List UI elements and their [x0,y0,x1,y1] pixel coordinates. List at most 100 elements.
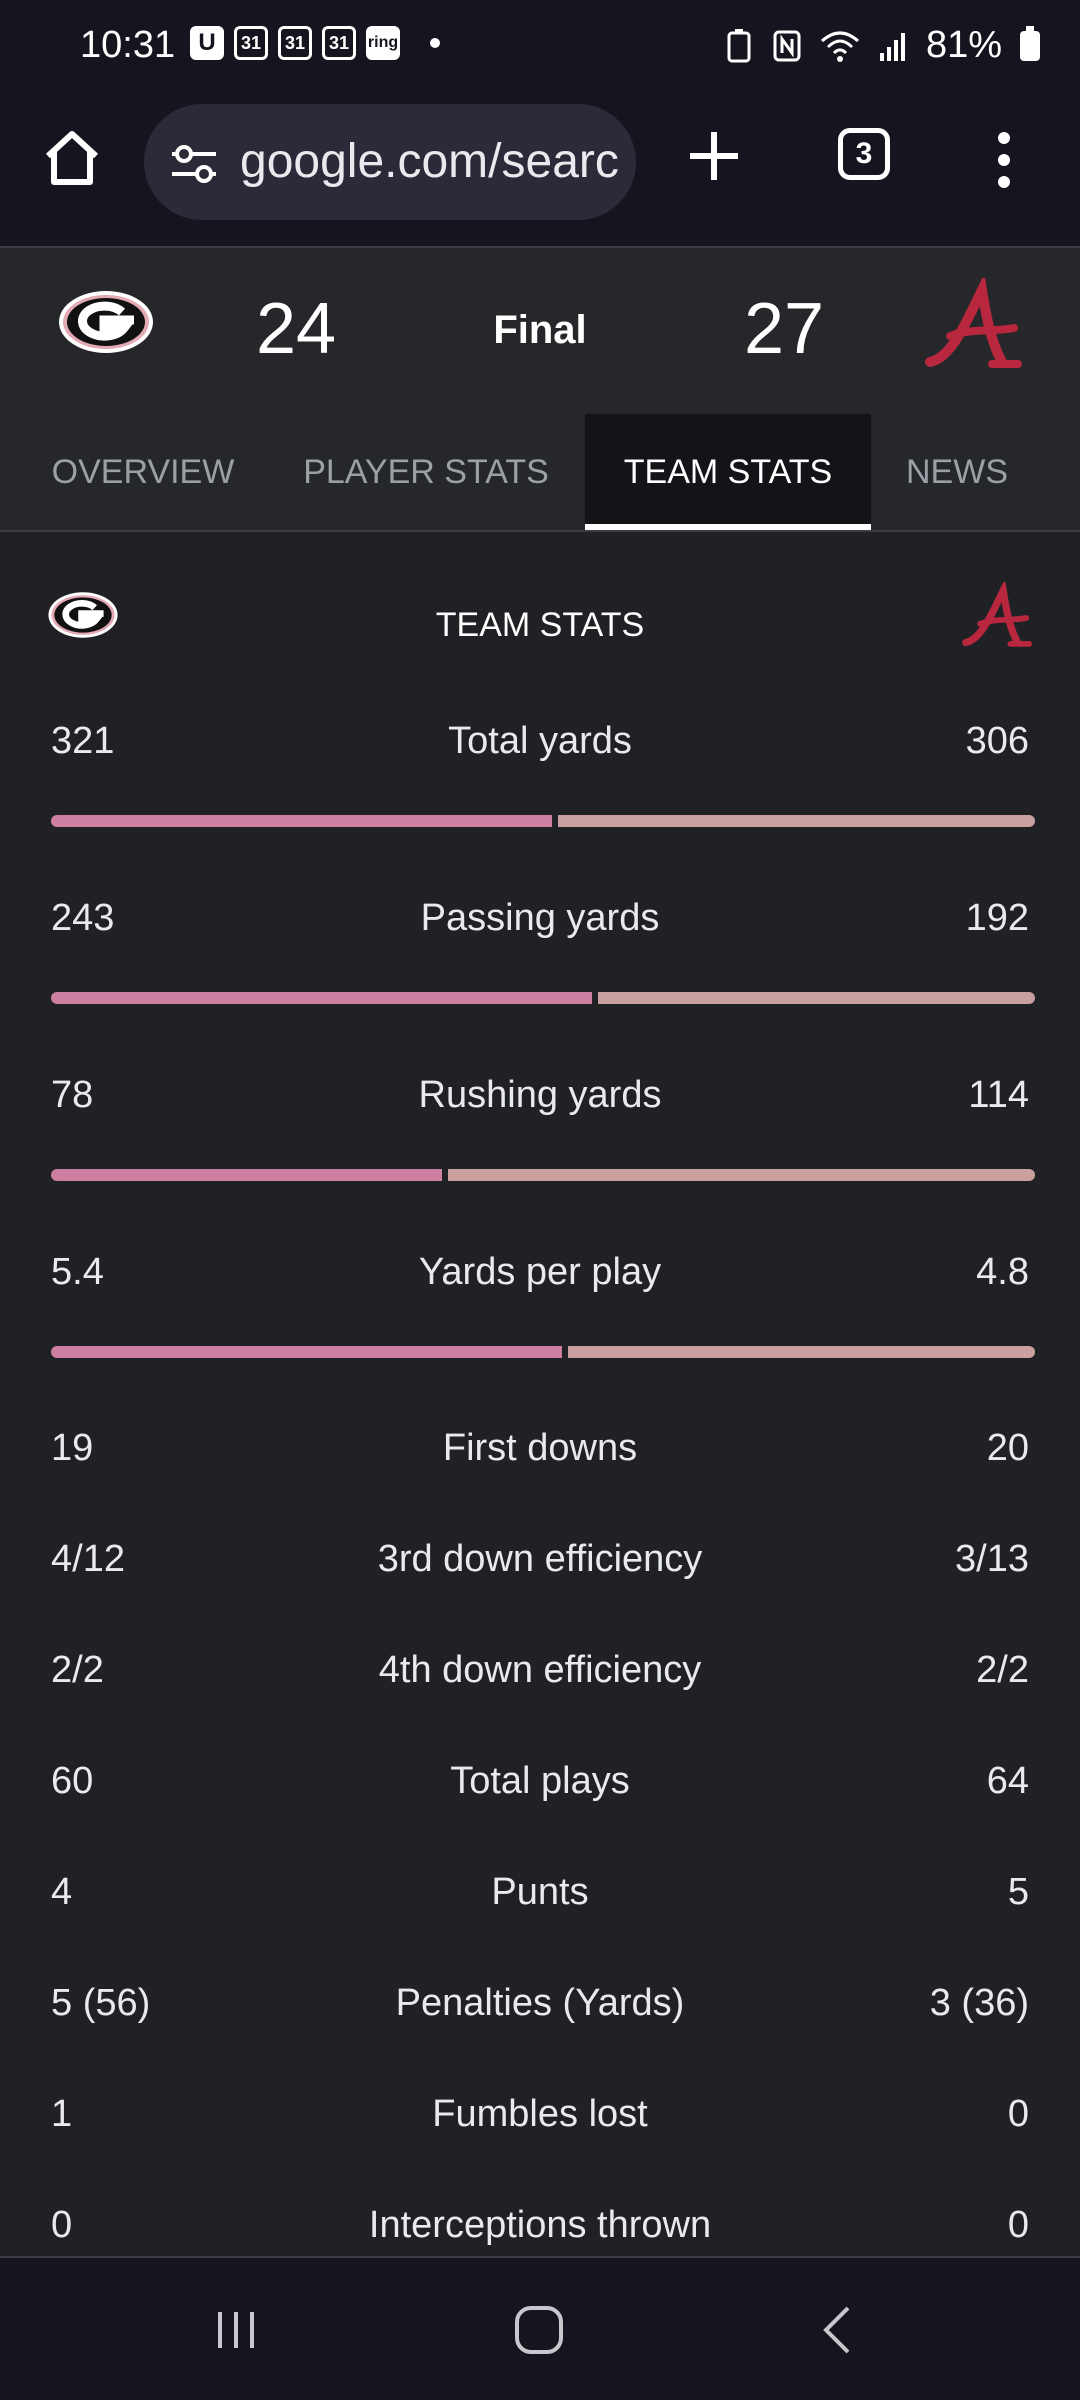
ring-icon: ring [366,26,400,60]
tab-switcher-button[interactable]: 3 [838,128,890,180]
signal-icon [879,32,905,61]
stat-comparison-bar [51,1169,1035,1181]
stat-label: Rushing yards [418,1074,662,1116]
stat-row: 60 Total plays 64 [0,1750,1080,1820]
back-icon[interactable] [822,2304,852,2356]
away-stat-value: 321 [51,720,115,762]
home-stat-value: 306 [965,720,1029,762]
url-text[interactable]: google.com/search [240,135,620,188]
stat-label: Fumbles lost [432,2093,648,2135]
alabama-logo-icon [962,582,1032,647]
home-stat-value: 192 [965,897,1029,939]
battery-saver-icon [727,28,751,62]
stat-row: 243 Passing yards 192 [0,887,1080,957]
notification-icons: U 31 31 31 ring [190,26,440,60]
home-stat-value: 3/13 [955,1538,1029,1580]
calendar-icon: 31 [278,26,312,60]
tab-bar: OVERVIEW PLAYER STATS TEAM STATS NEWS [0,414,1080,532]
stat-row: 0 Interceptions thrown 0 [0,2194,1080,2264]
away-stat-value: 5 (56) [51,1982,151,2024]
away-share-bar [51,1346,562,1358]
stat-label: Penalties (Yards) [395,1982,685,2024]
away-stat-value: 243 [51,897,115,939]
home-stat-value: 20 [986,1427,1029,1469]
stat-row: 4 Punts 5 [0,1861,1080,1931]
home-stat-value: 3 (36) [929,1982,1029,2024]
home-stat-value: 5 [1007,1871,1029,1913]
app-u-icon: U [190,26,224,60]
away-stat-value: 60 [51,1760,94,1802]
battery-percent: 81% [925,24,1002,66]
away-stat-value: 0 [51,2204,73,2246]
stat-label: Total yards [448,720,632,762]
new-tab-icon[interactable] [684,126,744,186]
status-bar: 10:31 U 31 31 31 ring 81% [0,0,1080,96]
stat-label: 3rd down efficiency [377,1538,703,1580]
stat-label: 4th down efficiency [378,1649,702,1691]
team-stats-header: TEAM STATS [0,560,1080,680]
home-nav-icon[interactable] [513,2304,565,2356]
site-settings-icon[interactable] [170,144,218,184]
tab-player-stats[interactable]: PLAYER STATS [303,453,549,491]
stat-row: 4/12 3rd down efficiency 3/13 [0,1528,1080,1598]
home-stat-value: 114 [968,1074,1029,1116]
stat-label: Passing yards [420,897,660,939]
georgia-logo-icon [48,592,118,638]
away-share-bar [51,815,552,827]
away-stat-value: 1 [51,2093,73,2135]
away-stat-value: 4 [51,1871,73,1913]
tab-overview[interactable]: OVERVIEW [51,453,235,491]
status-time: 10:31 [80,24,176,66]
home-icon[interactable] [40,126,104,190]
away-stat-value: 5.4 [51,1251,104,1293]
away-stat-value: 2/2 [51,1649,104,1691]
away-stat-value: 19 [51,1427,94,1469]
stat-label: Interceptions thrown [368,2204,712,2246]
home-stat-value: 0 [1007,2093,1029,2135]
home-share-bar [448,1169,1035,1181]
home-stat-value: 2/2 [976,1649,1029,1691]
nfc-icon [773,30,801,61]
stat-label: First downs [442,1427,638,1469]
more-menu-icon[interactable] [996,132,1012,188]
tab-team-stats[interactable]: TEAM STATS [585,414,871,530]
recent-apps-icon[interactable] [214,2308,258,2352]
wifi-icon [820,31,859,62]
stat-row: 1 Fumbles lost 0 [0,2083,1080,2153]
home-share-bar [558,815,1035,827]
system-icons: 81% [724,24,1040,67]
home-stat-value: 0 [1007,2204,1029,2246]
away-share-bar [51,1169,442,1181]
tab-news[interactable]: NEWS [906,453,1008,491]
away-share-bar [51,992,592,1004]
game-status: Final [493,308,587,352]
home-share-bar [598,992,1035,1004]
system-nav-bar [0,2258,1080,2400]
stat-comparison-bar [51,815,1035,827]
address-bar[interactable]: google.com/search [144,104,636,220]
away-stat-value: 4/12 [51,1538,125,1580]
alabama-logo-icon[interactable] [922,278,1022,378]
away-stat-value: 78 [51,1074,94,1116]
home-stat-value: 64 [986,1760,1029,1802]
stat-row: 5 (56) Penalties (Yards) 3 (36) [0,1972,1080,2042]
stat-label: Yards per play [418,1251,662,1293]
stat-row: 19 First downs 20 [0,1417,1080,1487]
stat-label: Total plays [450,1760,630,1802]
home-stat-value: 4.8 [976,1251,1029,1293]
more-notifications-dot-icon [430,38,440,48]
stat-row: 2/2 4th down efficiency 2/2 [0,1639,1080,1709]
team-stats-title: TEAM STATS [435,606,645,644]
stat-comparison-bar [51,992,1035,1004]
calendar-icon: 31 [234,26,268,60]
content-divider [0,2256,1080,2258]
home-share-bar [568,1346,1035,1358]
scoreboard: 24 Final 27 [0,248,1080,414]
georgia-logo-icon[interactable] [56,288,156,356]
stat-label: Punts [491,1871,589,1913]
toolbar-divider [0,246,1080,248]
stat-row: 321 Total yards 306 [0,710,1080,780]
calendar-icon: 31 [322,26,356,60]
battery-icon [1020,25,1040,61]
home-score: 27 [744,289,825,369]
